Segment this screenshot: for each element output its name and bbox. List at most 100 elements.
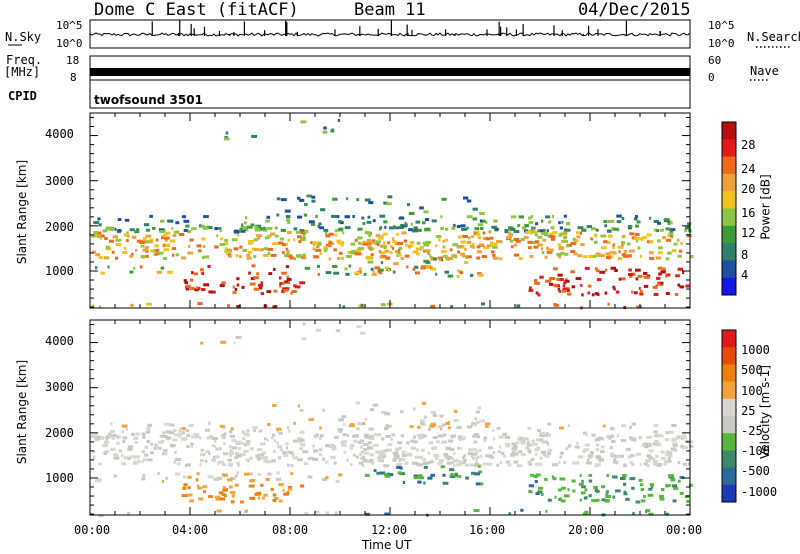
range-cell [232, 446, 238, 450]
range-cell [557, 273, 563, 277]
range-cell [183, 483, 188, 487]
range-cell [432, 436, 438, 439]
range-cell [387, 195, 393, 199]
range-cell [189, 499, 195, 503]
range-cell [239, 245, 243, 249]
range-cell [293, 257, 297, 261]
range-cell [320, 434, 324, 438]
range-cell [500, 451, 505, 455]
cpid-panel-frame [89, 79, 691, 109]
range-cell [176, 462, 181, 466]
power-tick-16: 16 [741, 206, 756, 220]
range-cell [337, 428, 343, 432]
range-cell [594, 438, 601, 442]
range-cell [233, 230, 240, 234]
range-cell [598, 458, 605, 462]
range-cell [114, 227, 117, 231]
range-cell [415, 271, 420, 275]
range-cell [476, 250, 481, 254]
range-cell [145, 254, 149, 258]
range-cell [611, 227, 614, 231]
range-cell [602, 437, 605, 441]
range-cell [323, 249, 327, 253]
range-cell [137, 460, 141, 464]
range-cell [418, 474, 423, 478]
power-tick-12: 12 [741, 226, 756, 240]
range-cell [399, 457, 406, 461]
range-cell [103, 256, 110, 260]
range-cell [457, 250, 461, 254]
range-cell [279, 282, 282, 286]
range-cell [635, 268, 641, 272]
range-cell [642, 494, 646, 498]
range-cell [99, 236, 102, 240]
range-cell [460, 447, 463, 451]
range-cell [640, 488, 645, 491]
range-cell [576, 235, 581, 239]
range-cell [239, 228, 243, 232]
range-cell [229, 430, 233, 434]
range-cell [631, 422, 636, 426]
range-cell [285, 265, 289, 269]
range-cell [187, 475, 192, 479]
range-cell [270, 253, 277, 257]
range-cell [420, 266, 426, 270]
range-cell [631, 463, 635, 467]
colorbar-swatch [722, 208, 736, 227]
range-cell [427, 451, 431, 455]
range-cell [559, 497, 562, 501]
range-cell [527, 448, 532, 452]
range-cell [466, 240, 472, 244]
range-cell [286, 250, 290, 254]
range-cell [613, 458, 617, 462]
range-cell [246, 228, 249, 232]
range-cell [657, 281, 664, 285]
range-cell [195, 478, 199, 482]
range-cell [279, 276, 282, 280]
range-cell [485, 454, 489, 458]
range-cell [274, 234, 279, 238]
range-cell [627, 225, 633, 228]
range-cell [287, 231, 292, 234]
range-cell [472, 423, 478, 427]
range-cell [608, 219, 614, 223]
range-cell [398, 459, 401, 463]
range-cell [297, 215, 303, 219]
range-cell [410, 439, 415, 443]
range-cell [417, 480, 422, 484]
range-cell [608, 436, 612, 440]
range-cell [351, 249, 357, 253]
range-cell [544, 255, 548, 259]
range-cell [566, 228, 571, 232]
range-cell [477, 273, 484, 277]
range-cell [144, 453, 149, 457]
range-cell [399, 466, 403, 470]
range-cell [542, 232, 549, 236]
range-cell [360, 450, 364, 454]
range-cell [296, 255, 301, 259]
range-cell [383, 464, 390, 468]
range-cell [335, 480, 340, 483]
range-cell [297, 458, 303, 462]
range-cell [588, 255, 593, 258]
range-cell [562, 284, 566, 288]
range-cell [337, 241, 344, 245]
range-cell [424, 249, 431, 253]
range-cell [413, 440, 418, 444]
range-cell [546, 432, 549, 436]
colorbar-swatch [722, 467, 736, 486]
range-cell [218, 491, 224, 495]
range-cell [413, 226, 418, 230]
range-cell [312, 241, 318, 245]
range-cell [243, 449, 249, 453]
range-cell [435, 244, 438, 248]
range-cell [524, 224, 529, 228]
range-cell [303, 462, 309, 466]
range-cell [355, 427, 360, 431]
range-cell [563, 287, 570, 291]
range-cell [380, 437, 385, 441]
range-cell [625, 447, 631, 451]
range-cell [645, 509, 651, 513]
range-cell [363, 451, 370, 455]
range-cell [629, 425, 633, 429]
